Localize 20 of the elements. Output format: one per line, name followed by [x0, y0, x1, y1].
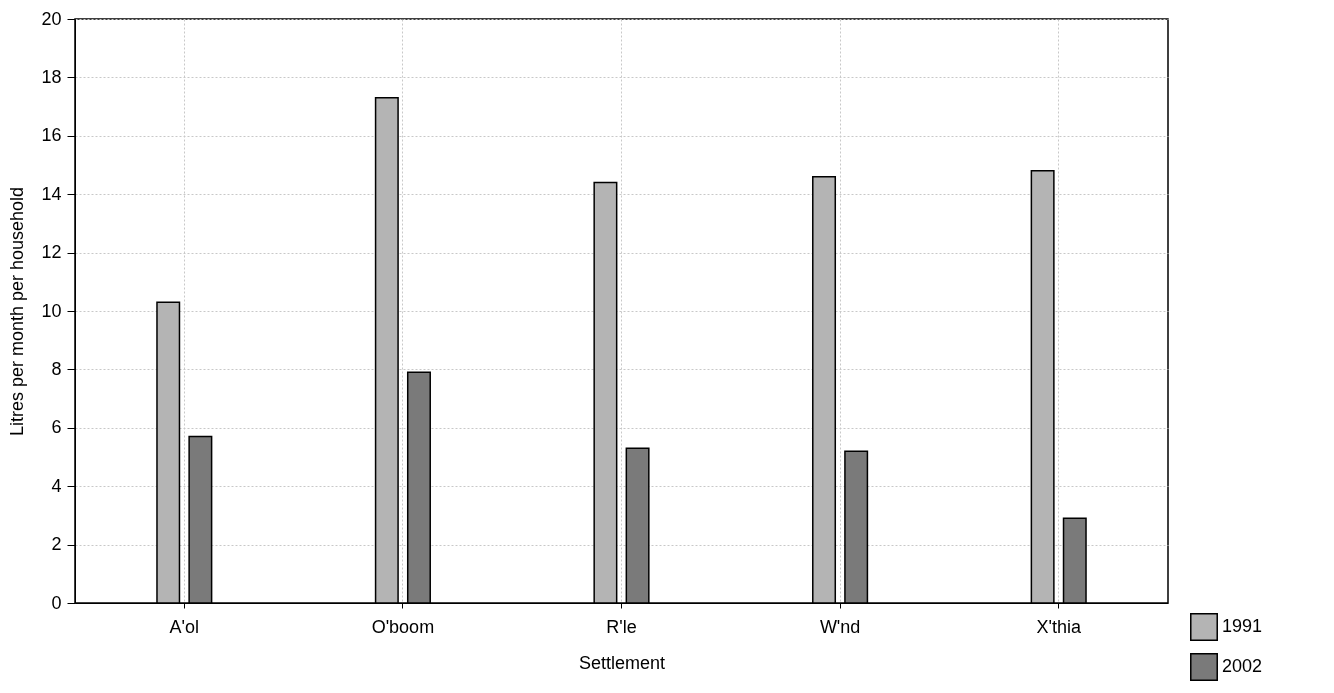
x-tick-label: A'ol — [169, 616, 200, 637]
y-tick-label: 6 — [51, 417, 62, 438]
y-tick-label: 12 — [41, 242, 62, 263]
y-tick-label: 4 — [51, 475, 62, 496]
y-tick-label: 0 — [51, 592, 62, 613]
x-axis-title: Settlement — [578, 652, 666, 673]
legend-label: 2002 — [1222, 656, 1263, 676]
y-tick-label: 2 — [51, 534, 62, 555]
y-axis-title: Litres per month per household — [7, 186, 28, 437]
y-tick-label: 14 — [41, 183, 62, 204]
x-tick-label: X'thia — [1036, 616, 1082, 637]
y-tick-label: 16 — [41, 125, 62, 146]
x-tick-label: R'le — [606, 616, 637, 637]
y-tick-label: 10 — [41, 300, 62, 321]
x-tick-label: W'nd — [819, 616, 861, 637]
y-tick-label: 20 — [41, 8, 62, 29]
y-tick-label: 18 — [41, 66, 62, 87]
legend-label: 1991 — [1222, 616, 1263, 636]
x-tick-label: O'boom — [371, 616, 435, 637]
y-tick-label: 8 — [51, 358, 62, 379]
